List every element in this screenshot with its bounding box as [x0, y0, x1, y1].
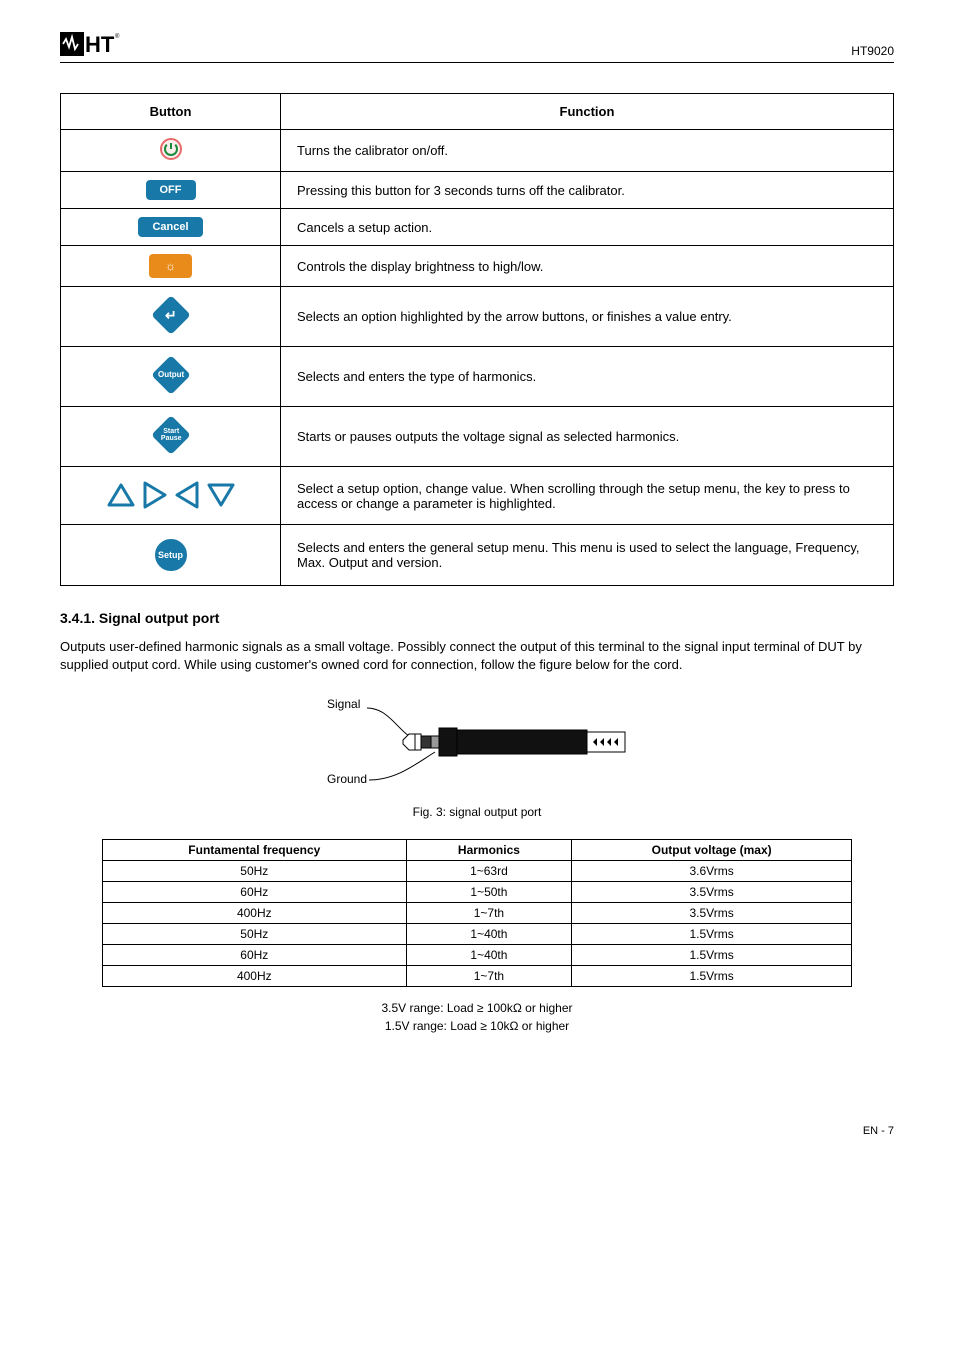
cell-icon-brightness: ☼	[61, 246, 281, 287]
cancel-button-icon: Cancel	[138, 217, 202, 237]
col-function: Function	[281, 94, 894, 130]
cell-icon-off: OFF	[61, 172, 281, 209]
button-function-table: Button Function Turns the calibrator on/…	[60, 93, 894, 586]
arrow-buttons-group	[107, 481, 235, 509]
table-header-row: Button Function	[61, 94, 894, 130]
cell-desc-arrows: Select a setup option, change value. Whe…	[281, 467, 894, 525]
section-signal-body: Outputs user-defined harmonic signals as…	[60, 638, 894, 674]
power-icon	[160, 138, 182, 160]
row-power: Turns the calibrator on/off.	[61, 130, 894, 172]
row-enter: ↵ Selects an option highlighted by the a…	[61, 287, 894, 347]
spec-notes: 3.5V range: Load ≥ 100kΩ or higher 1.5V …	[60, 999, 894, 1035]
col-button: Button	[61, 94, 281, 130]
row-brightness: ☼ Controls the display brightness to hig…	[61, 246, 894, 287]
row-startpause: Start Pause Starts or pauses outputs the…	[61, 407, 894, 467]
ht-logo-icon: HT ®	[60, 30, 120, 58]
cell-desc-brightness: Controls the display brightness to high/…	[281, 246, 894, 287]
arrow-down-icon	[207, 483, 235, 507]
cell-desc-cancel: Cancels a setup action.	[281, 209, 894, 246]
section-signal-title: 3.4.1. Signal output port	[60, 610, 894, 626]
page-number: EN - 7	[863, 1125, 894, 1137]
spec-row: 50Hz1~63rd3.6Vrms	[102, 861, 852, 882]
jack-ground-label: Ground	[327, 772, 367, 786]
svg-text:®: ®	[115, 33, 120, 40]
brand-logo: HT ®	[60, 30, 120, 58]
spec-col-volt: Output voltage (max)	[571, 840, 851, 861]
setup-button-icon: Setup	[155, 539, 187, 571]
cell-icon-setup: Setup	[61, 525, 281, 586]
row-setup: Setup Selects and enters the general set…	[61, 525, 894, 586]
row-off: OFF Pressing this button for 3 seconds t…	[61, 172, 894, 209]
spec-row: 50Hz1~40th1.5Vrms	[102, 924, 852, 945]
cell-icon-enter: ↵	[61, 287, 281, 347]
page-header: HT ® HT9020	[60, 30, 894, 63]
spec-col-freq: Funtamental frequency	[102, 840, 406, 861]
output-button-icon: Output	[151, 355, 191, 395]
cell-desc-power: Turns the calibrator on/off.	[281, 130, 894, 172]
jack-signal-label: Signal	[327, 697, 360, 711]
spec-note-line2: 1.5V range: Load ≥ 10kΩ or higher	[60, 1017, 894, 1035]
cell-icon-arrows	[61, 467, 281, 525]
page-footer: EN - 7	[60, 1125, 894, 1137]
row-cancel: Cancel Cancels a setup action.	[61, 209, 894, 246]
arrow-up-icon	[107, 483, 135, 507]
jack-diagram-icon: Signal Ground	[297, 688, 657, 798]
cell-icon-cancel: Cancel	[61, 209, 281, 246]
enter-button-icon: ↵	[151, 295, 191, 335]
jack-figure: Signal Ground	[60, 688, 894, 801]
cell-desc-output: Selects and enters the type of harmonics…	[281, 347, 894, 407]
spec-row: 400Hz1~7th1.5Vrms	[102, 966, 852, 987]
off-button-icon: OFF	[146, 180, 196, 200]
spec-col-harm: Harmonics	[406, 840, 571, 861]
jack-figure-caption: Fig. 3: signal output port	[60, 805, 894, 819]
cell-icon-startpause: Start Pause	[61, 407, 281, 467]
spec-row: 60Hz1~50th3.5Vrms	[102, 882, 852, 903]
row-output: Output Selects and enters the type of ha…	[61, 347, 894, 407]
cell-desc-startpause: Starts or pauses outputs the voltage sig…	[281, 407, 894, 467]
spec-row: 400Hz1~7th3.5Vrms	[102, 903, 852, 924]
spec-row: 60Hz1~40th1.5Vrms	[102, 945, 852, 966]
startpause-button-icon: Start Pause	[151, 415, 191, 455]
cell-icon-output: Output	[61, 347, 281, 407]
cell-desc-setup: Selects and enters the general setup men…	[281, 525, 894, 586]
cell-icon-power	[61, 130, 281, 172]
row-arrows: Select a setup option, change value. Whe…	[61, 467, 894, 525]
spec-note-line1: 3.5V range: Load ≥ 100kΩ or higher	[60, 999, 894, 1017]
svg-text:HT: HT	[85, 32, 115, 57]
cell-desc-off: Pressing this button for 3 seconds turns…	[281, 172, 894, 209]
brightness-button-icon: ☼	[149, 254, 192, 278]
cell-desc-enter: Selects an option highlighted by the arr…	[281, 287, 894, 347]
spec-table: Funtamental frequency Harmonics Output v…	[102, 839, 853, 987]
spec-header-row: Funtamental frequency Harmonics Output v…	[102, 840, 852, 861]
arrow-right-icon	[143, 481, 167, 509]
arrow-left-icon	[175, 481, 199, 509]
brand-model: HT9020	[851, 44, 894, 58]
